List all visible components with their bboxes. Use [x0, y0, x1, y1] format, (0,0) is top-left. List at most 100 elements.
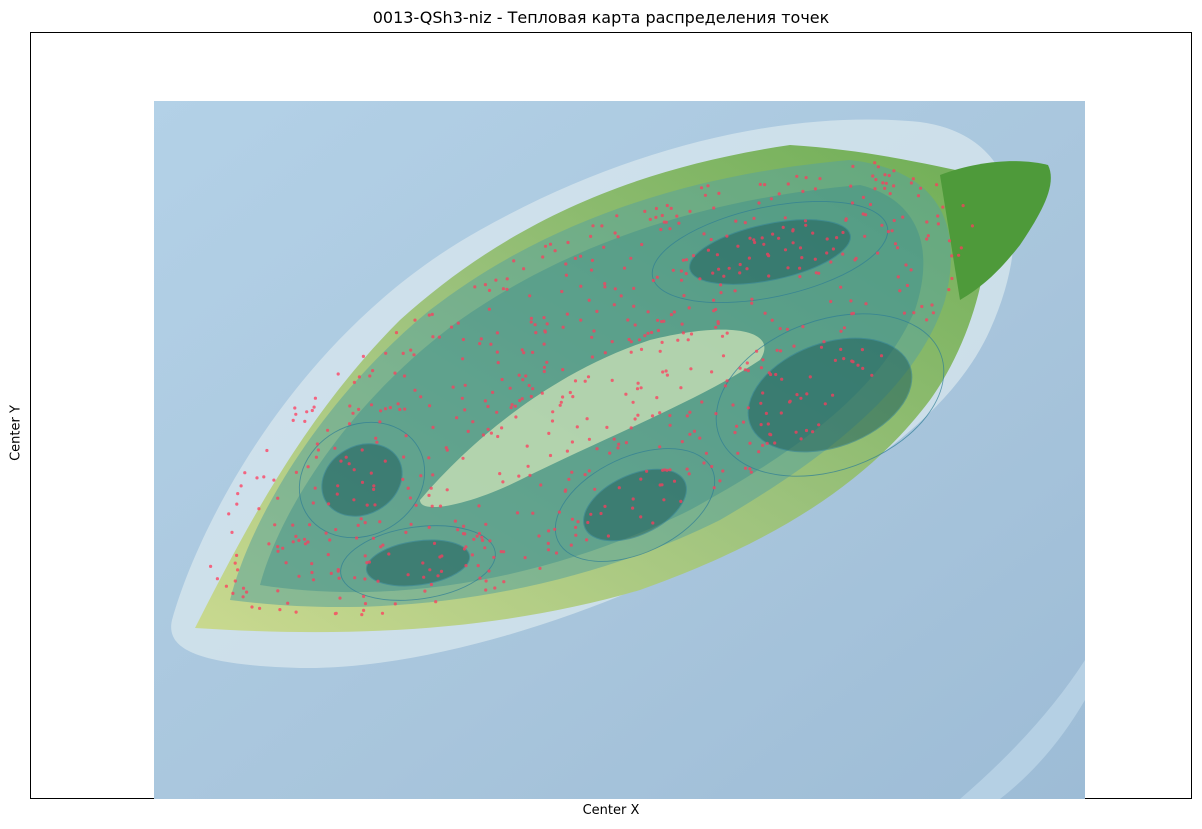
point-marker — [373, 503, 377, 507]
point-marker — [542, 342, 546, 346]
point-marker — [235, 502, 239, 506]
point-marker — [631, 497, 635, 501]
point-marker — [302, 537, 307, 541]
point-marker — [514, 415, 518, 419]
point-marker — [353, 576, 357, 580]
point-marker — [731, 403, 735, 407]
point-marker — [484, 579, 488, 583]
point-marker — [710, 370, 714, 374]
point-marker — [909, 268, 913, 272]
point-marker — [585, 538, 589, 542]
point-marker — [680, 322, 684, 326]
point-marker — [276, 549, 280, 553]
point-marker — [432, 541, 437, 546]
point-marker — [759, 401, 763, 405]
point-marker — [278, 608, 282, 612]
point-marker — [616, 446, 620, 450]
point-marker — [477, 531, 481, 536]
point-marker — [684, 272, 688, 276]
point-marker — [347, 462, 351, 466]
point-marker — [650, 414, 655, 418]
point-marker — [451, 385, 455, 389]
point-marker — [718, 479, 722, 483]
point-marker — [755, 349, 759, 353]
point-marker — [250, 605, 254, 609]
point-marker — [464, 564, 468, 568]
point-marker — [750, 297, 754, 301]
point-marker — [551, 410, 555, 414]
point-marker — [543, 244, 548, 248]
point-marker — [676, 338, 680, 342]
leaf-stem — [940, 161, 1051, 300]
point-marker — [660, 483, 664, 487]
point-marker — [402, 455, 406, 459]
point-marker — [315, 442, 319, 446]
point-marker — [336, 568, 340, 572]
point-marker — [291, 418, 295, 422]
y-axis-label: Center Y — [8, 405, 24, 461]
point-marker — [502, 550, 506, 554]
point-marker — [636, 381, 640, 385]
point-marker — [864, 302, 868, 306]
point-marker — [561, 368, 565, 372]
point-marker — [372, 487, 376, 491]
point-marker — [669, 206, 673, 210]
point-marker — [624, 392, 628, 396]
point-marker — [682, 294, 686, 298]
point-marker — [916, 194, 921, 198]
point-marker — [294, 470, 298, 474]
point-marker — [453, 519, 457, 523]
point-marker — [305, 410, 309, 414]
point-marker — [640, 242, 644, 247]
point-marker — [294, 412, 298, 416]
point-marker — [383, 459, 387, 463]
point-marker — [348, 404, 352, 408]
point-marker — [861, 366, 865, 370]
point-marker — [495, 350, 499, 354]
point-marker — [757, 450, 761, 454]
point-marker — [811, 231, 815, 235]
point-marker — [422, 575, 426, 579]
point-marker — [512, 259, 516, 263]
point-marker — [333, 612, 337, 616]
point-marker — [236, 492, 240, 496]
point-marker — [911, 177, 915, 181]
point-marker — [779, 349, 783, 353]
point-marker — [629, 340, 633, 344]
point-marker — [831, 393, 835, 397]
point-marker — [445, 448, 449, 452]
point-marker — [413, 318, 417, 322]
point-marker — [294, 534, 298, 539]
point-marker — [327, 502, 331, 506]
point-marker — [565, 449, 570, 453]
point-marker — [798, 275, 802, 279]
point-marker — [553, 527, 557, 531]
point-marker — [679, 269, 684, 273]
point-marker — [850, 359, 854, 363]
point-marker — [481, 433, 485, 437]
point-marker — [561, 395, 565, 399]
point-marker — [529, 316, 534, 320]
point-marker — [814, 271, 818, 275]
point-marker — [706, 248, 711, 252]
point-marker — [861, 212, 865, 216]
point-marker — [593, 487, 597, 491]
point-marker — [510, 403, 514, 407]
point-marker — [650, 330, 654, 335]
point-marker — [227, 512, 231, 516]
point-marker — [624, 441, 629, 445]
point-marker — [856, 363, 860, 367]
point-marker — [480, 535, 484, 539]
point-marker — [664, 369, 668, 373]
point-marker — [363, 521, 367, 525]
point-marker — [896, 275, 900, 279]
point-marker — [401, 351, 405, 355]
point-marker — [455, 416, 459, 420]
point-marker — [525, 444, 529, 448]
point-marker — [835, 236, 839, 240]
point-marker — [513, 404, 518, 408]
point-marker — [637, 338, 642, 342]
point-marker — [311, 578, 316, 582]
point-marker — [936, 222, 941, 226]
point-marker — [233, 579, 237, 583]
